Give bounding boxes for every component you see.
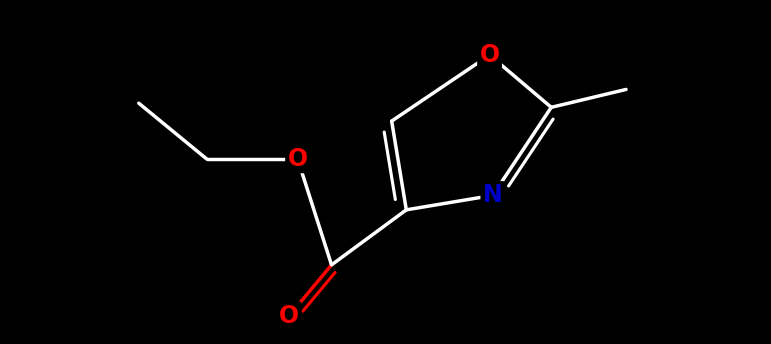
Text: O: O [480, 43, 500, 67]
Text: O: O [288, 147, 308, 171]
Text: O: O [279, 304, 299, 328]
Text: N: N [483, 183, 503, 207]
